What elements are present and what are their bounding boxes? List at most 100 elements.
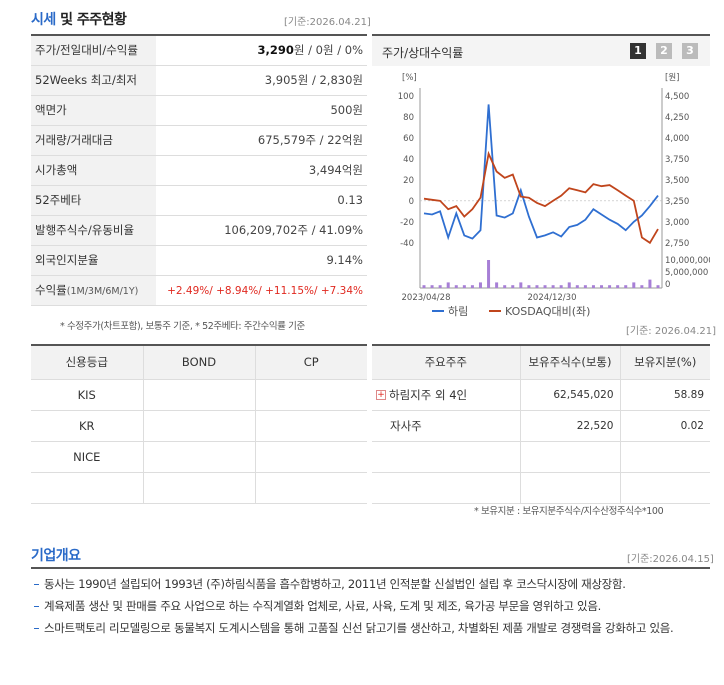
price-row: 액면가 500원: [31, 95, 367, 126]
credit-cell: [142, 410, 255, 442]
volume-bar: [487, 260, 491, 288]
overview-item: 계육제품 생산 및 판매를 주요 사업으로 하는 수직계열화 업체로, 사료, …: [31, 597, 710, 616]
credit-header-cp: CP: [254, 345, 367, 380]
volume-tick-label: 5,000,000: [665, 268, 708, 278]
market-date-note: [기준:2026.04.21]: [284, 17, 371, 28]
holders-date-note: [기준: 2026.04.21]: [626, 326, 717, 337]
credit-cell: [142, 379, 255, 411]
price-row: 주가/전일대비/수익률 3,290원 / 0원 / 0%: [31, 35, 367, 66]
price-row-value: 3,905원 / 2,830원: [156, 65, 367, 96]
left-tick-label: 20: [403, 176, 414, 186]
legend-label: 하림: [448, 304, 468, 318]
price-row: 시가총액 3,494억원: [31, 155, 367, 186]
volume-bar: [624, 285, 628, 288]
price-row-label: 52Weeks 최고/최저: [31, 65, 156, 96]
holder-name-cell: 자사주: [372, 410, 520, 442]
volume-bar: [559, 285, 563, 288]
legend-label: KOSDAQ대비(좌): [505, 305, 590, 318]
overview-title: 기업개요: [31, 548, 81, 564]
stock-chart-panel: 주가/상대수익률 1 2 3 [%] [원] 100 80 60 40 20 0 -20 -40 4…: [372, 34, 710, 318]
holder-row: + 하림지주 외 4인 62,545,020 58.89: [372, 379, 710, 411]
chart-page-2-button[interactable]: 2: [656, 43, 672, 59]
holder-row: [372, 441, 710, 473]
credit-rating-table: 신용등급 BOND CP KIS KR NICE: [31, 344, 367, 504]
holder-pct-cell: [619, 441, 710, 473]
credit-header-rating: 신용등급: [31, 345, 143, 380]
left-tick-label: 0: [409, 197, 414, 207]
credit-cell: KIS: [31, 379, 143, 411]
volume-bar: [616, 285, 620, 288]
credit-row: KR: [31, 410, 367, 442]
market-footnote: * 수정주가(차트포함), 보통주 기준, * 52주베타: 주간수익률 기준: [60, 321, 305, 332]
holder-pct-cell: [619, 472, 710, 504]
price-row-value: 106,209,702주 / 41.09%: [156, 215, 367, 246]
price-row-label: 시가총액: [31, 155, 156, 186]
price-row: 52주베타 0.13: [31, 185, 367, 216]
holder-shares-cell: 62,545,020: [519, 379, 620, 411]
volume-bar: [656, 285, 660, 288]
left-tick-label: 100: [398, 92, 414, 102]
price-row-label: 52주베타: [31, 185, 156, 216]
kosdaq-relative-series-line: [423, 150, 659, 245]
volume-bar: [478, 282, 482, 288]
price-row-value: 3,494억원: [156, 155, 367, 186]
price-row-value: 9.14%: [156, 245, 367, 276]
credit-cell: NICE: [31, 441, 143, 473]
holder-row: 자사주 22,520 0.02: [372, 410, 710, 442]
holder-row: [372, 472, 710, 504]
credit-cell: [254, 441, 367, 473]
holders-header-shares: 보유주식수(보통): [519, 345, 620, 380]
volume-bar: [511, 285, 515, 288]
volume-bar: [567, 282, 571, 288]
volume-bar: [640, 285, 644, 288]
left-axis-unit: [%]: [402, 73, 417, 83]
right-tick-label: 3,750: [665, 155, 689, 165]
price-row-value: 0.13: [156, 185, 367, 216]
chart-page-1-button[interactable]: 1: [630, 43, 646, 59]
price-row-label: 수익률(1M/3M/6M/1Y): [31, 275, 156, 306]
left-tick-label: 60: [403, 134, 414, 144]
volume-tick-label: 10,000,000: [665, 256, 710, 266]
price-row: 외국인지분율 9.14%: [31, 245, 367, 276]
credit-cell: [254, 379, 367, 411]
volume-bar: [438, 285, 442, 288]
volume-bar: [503, 285, 507, 288]
overview-date-note: [기준:2026.04.15]: [627, 554, 714, 565]
holders-header-pct: 보유지분(%): [619, 345, 710, 380]
credit-cell: [254, 410, 367, 442]
x-tick-label: 2024/12/30: [528, 293, 577, 303]
holder-shares-cell: [519, 472, 620, 504]
credit-row: [31, 472, 367, 504]
price-row: 발행주식수/유동비율 106,209,702주 / 41.09%: [31, 215, 367, 246]
credit-cell: KR: [31, 410, 143, 442]
volume-bar: [600, 285, 604, 288]
holder-name-cell: [372, 472, 520, 504]
left-tick-label: -40: [400, 239, 414, 249]
volume-tick-label: 0: [665, 280, 670, 290]
price-row-value: 500원: [156, 95, 367, 126]
expand-plus-icon[interactable]: +: [376, 390, 386, 400]
credit-row: NICE: [31, 441, 367, 473]
price-row: 수익률(1M/3M/6M/1Y) +2.49%/ +8.94%/ +11.15%/…: [31, 275, 367, 306]
volume-bar: [430, 285, 434, 288]
chart-title: 주가/상대수익률: [382, 46, 464, 60]
price-row-label: 액면가: [31, 95, 156, 126]
volume-bar: [527, 285, 531, 288]
price-row: 거래량/거래대금 675,579주 / 22억원: [31, 125, 367, 156]
right-tick-label: 4,000: [665, 134, 689, 144]
price-row: 52Weeks 최고/최저 3,905원 / 2,830원: [31, 65, 367, 96]
left-tick-label: -20: [400, 218, 414, 228]
price-row-value: 675,579주 / 22억원: [156, 125, 367, 156]
holders-header-name: 주요주주: [372, 345, 520, 380]
holder-pct-cell: 58.89: [619, 379, 710, 411]
volume-bar: [462, 285, 466, 288]
credit-cell: [254, 472, 367, 504]
chart-page-3-button[interactable]: 3: [682, 43, 698, 59]
volume-bar: [608, 285, 612, 288]
chart-header: 주가/상대수익률 1 2 3: [372, 36, 710, 66]
volume-bar: [575, 285, 579, 288]
x-tick-label: 2023/04/28: [402, 293, 451, 303]
left-tick-label: 40: [403, 155, 414, 165]
right-tick-label: 4,500: [665, 92, 689, 102]
right-axis-unit: [원]: [665, 73, 679, 83]
